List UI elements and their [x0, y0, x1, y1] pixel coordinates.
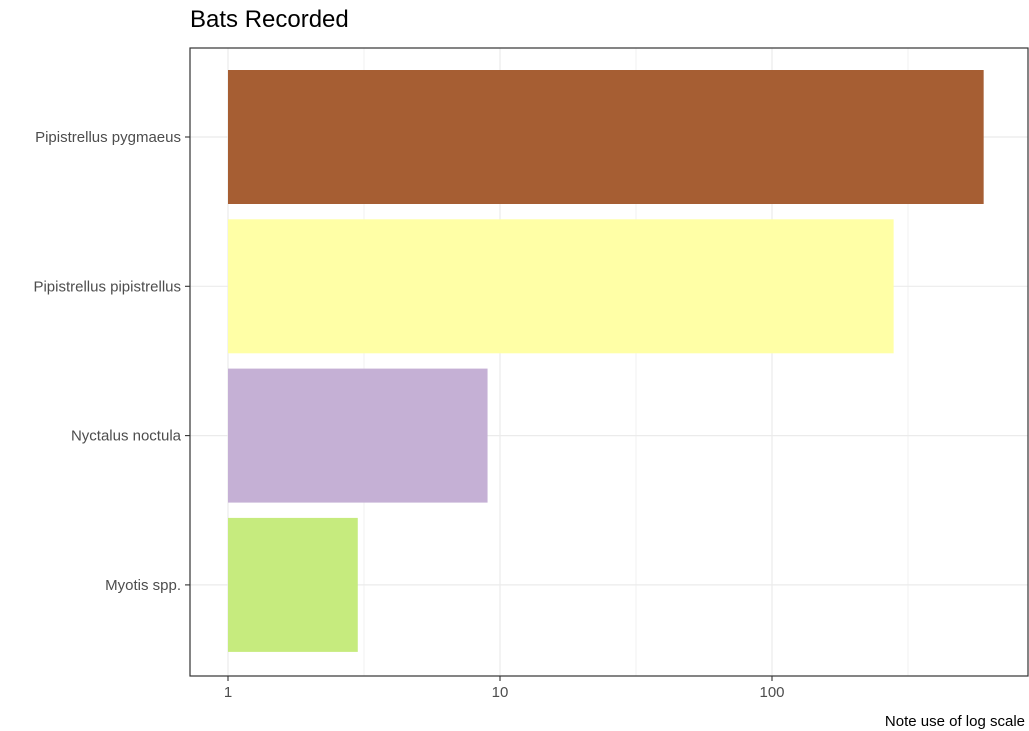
- bar: [228, 70, 984, 204]
- y-tick-label: Pipistrellus pipistrellus: [33, 278, 181, 295]
- plot-panel-border: [189, 47, 1029, 677]
- x-tick-label: 1: [224, 684, 232, 701]
- bars: [228, 70, 984, 652]
- y-tick-label: Pipistrellus pygmaeus: [35, 129, 181, 146]
- x-tick-label: 100: [759, 684, 784, 701]
- y-tick-label: Nyctalus noctula: [71, 428, 182, 445]
- axes: Pipistrellus pygmaeus Pipistrellus pipist…: [33, 129, 784, 701]
- y-tick-label: Myotis spp.: [105, 577, 181, 594]
- x-tick-label: 10: [492, 684, 509, 701]
- caption: Note use of log scale: [885, 713, 1025, 730]
- bar: [228, 219, 894, 354]
- bar: [228, 368, 488, 503]
- bar: [228, 517, 358, 652]
- chart-title: Bats Recorded: [190, 6, 349, 33]
